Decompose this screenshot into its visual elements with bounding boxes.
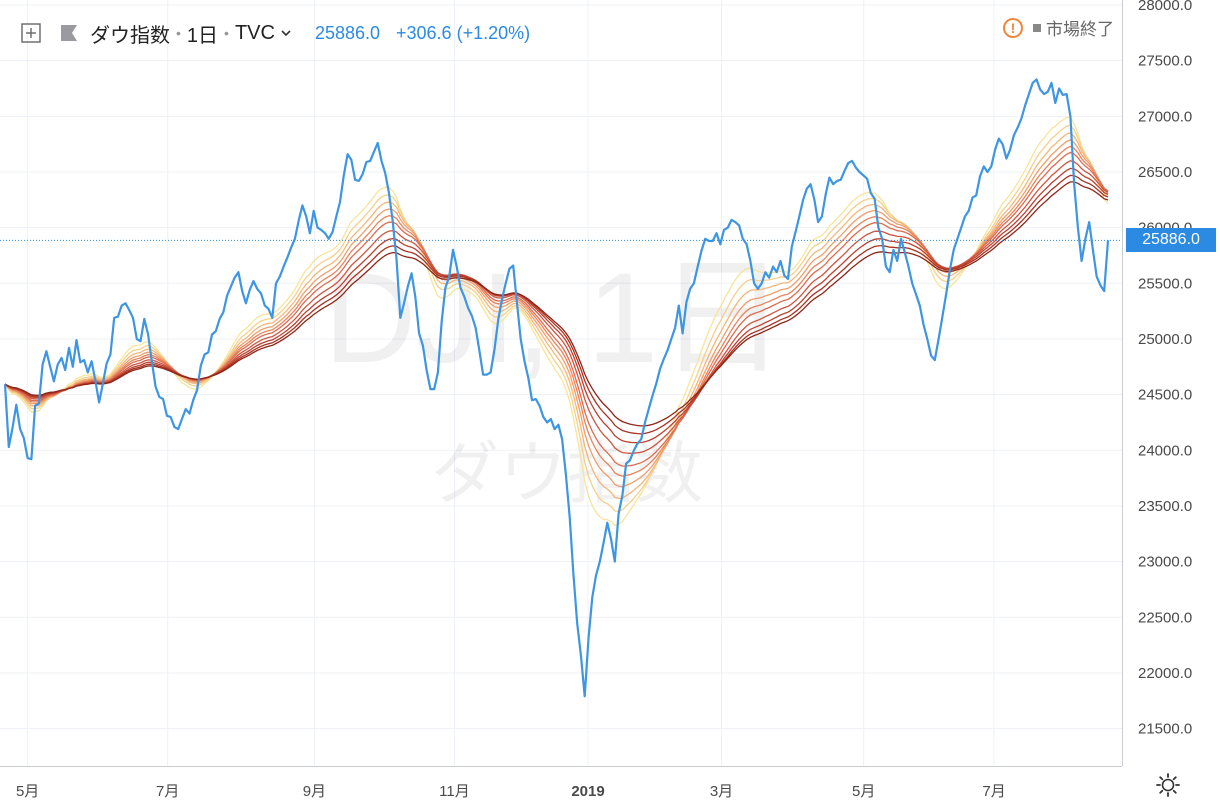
moving-average-ribbon (4, 116, 1109, 527)
market-status: ! 市場終了 (1003, 15, 1114, 40)
price-line (3, 78, 1110, 698)
y-tick-label: 23500.0 (1138, 498, 1192, 515)
x-tick-label: 2019 (571, 783, 604, 800)
x-tick-label: 5月 (16, 783, 39, 800)
y-tick-label: 21500.0 (1138, 721, 1192, 738)
y-tick-label: 24000.0 (1138, 442, 1192, 459)
separator-dot: • (224, 25, 229, 41)
x-tick-label: 5月 (852, 783, 875, 800)
add-symbol-icon[interactable] (20, 22, 42, 44)
y-tick-label: 25000.0 (1138, 331, 1192, 348)
exchange[interactable]: TVC (234, 21, 275, 44)
y-tick-label: 26500.0 (1138, 164, 1192, 181)
watermark: DJI, 1日 ダウ指数 (324, 247, 786, 512)
separator-dot: • (176, 25, 181, 41)
ema-line-64 (4, 181, 1109, 427)
price-axis-label: 25886.0 (1126, 228, 1216, 253)
y-tick-label: 24500.0 (1138, 387, 1192, 404)
x-tick-label: 3月 (710, 783, 733, 800)
x-tick-label: 9月 (303, 783, 326, 800)
flag-icon[interactable] (58, 22, 80, 44)
market-status-text: 市場終了 (1046, 20, 1114, 39)
price-series (3, 78, 1110, 698)
x-tick-label: 11月 (439, 783, 470, 800)
settings-gear-icon[interactable] (1155, 772, 1181, 798)
ema-line-24 (4, 124, 1109, 512)
y-tick-label: 22500.0 (1138, 609, 1192, 626)
symbol-name[interactable]: ダウ指数 (90, 24, 170, 47)
chevron-down-icon[interactable] (279, 26, 293, 40)
last-price: 25886.0 (314, 22, 381, 43)
price-change: +306.6 (+1.20%) (396, 22, 531, 43)
y-tick-label: 27000.0 (1138, 108, 1192, 125)
chart-header: ダウ指数 • 1日 • TVC 25886.0 +306.6 (+1.20%) (20, 17, 530, 49)
warning-icon[interactable]: ! (1003, 17, 1023, 38)
y-tick-label: 27500.0 (1138, 53, 1192, 70)
status-square-icon (1033, 23, 1041, 32)
y-tick-label: 23000.0 (1138, 554, 1192, 571)
y-axis: 28000.027500.027000.026500.026000.025500… (1122, 0, 1192, 766)
x-tick-label: 7月 (156, 783, 179, 800)
x-axis: 5月 7月 9月 11月 2019 3月 5月 7月 (0, 766, 1122, 800)
grid (0, 0, 1122, 766)
y-tick-label: 25500.0 (1138, 275, 1192, 292)
y-tick-label: 28000.0 (1138, 0, 1192, 14)
interval[interactable]: 1日 (186, 24, 219, 47)
x-tick-label: 7月 (982, 783, 1005, 800)
y-tick-label: 22000.0 (1138, 665, 1192, 682)
